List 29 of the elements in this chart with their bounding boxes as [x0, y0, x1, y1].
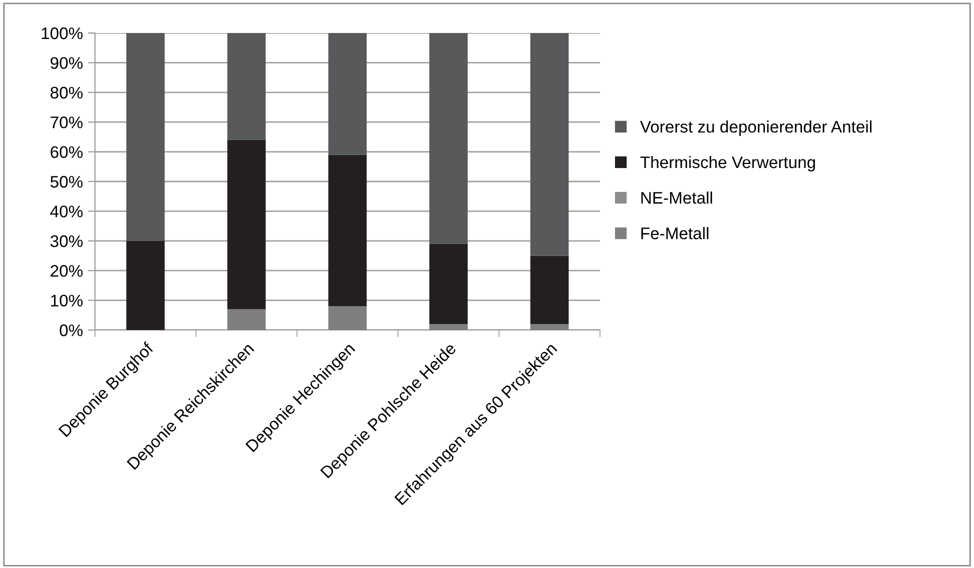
bar: [328, 33, 367, 155]
bar: [429, 244, 468, 324]
y-tick-label: 20%: [50, 265, 83, 277]
legend-label: Fe-Metall: [641, 227, 708, 240]
bar: [227, 140, 266, 310]
bar: [530, 324, 569, 330]
y-tick-label: 70%: [50, 116, 83, 128]
y-tick-label: 30%: [50, 235, 83, 248]
y-tick-label: 50%: [50, 176, 83, 188]
bar: [429, 324, 468, 330]
bar: [429, 33, 468, 244]
legend-label: NE-Metall: [641, 192, 712, 204]
y-tick-label: 40%: [50, 206, 83, 218]
y-tick-label: 60%: [50, 146, 83, 158]
y-tick-label: 100%: [42, 27, 83, 40]
bar: [530, 33, 569, 256]
legend-label: Thermische Verwertung: [640, 156, 815, 172]
bar: [227, 309, 266, 330]
bar: [530, 256, 569, 324]
y-tick-label: 10%: [51, 294, 83, 307]
bar: [126, 33, 165, 241]
y-tick-label: 80%: [50, 86, 83, 99]
bar: [126, 240, 165, 330]
legend-label: Vorerst zu deponierender Anteil: [640, 120, 872, 136]
bar: [328, 306, 367, 330]
y-tick-label: 0%: [60, 324, 83, 336]
y-tick-label: 90%: [50, 57, 83, 69]
bar: [328, 154, 367, 306]
bar: [227, 33, 266, 140]
